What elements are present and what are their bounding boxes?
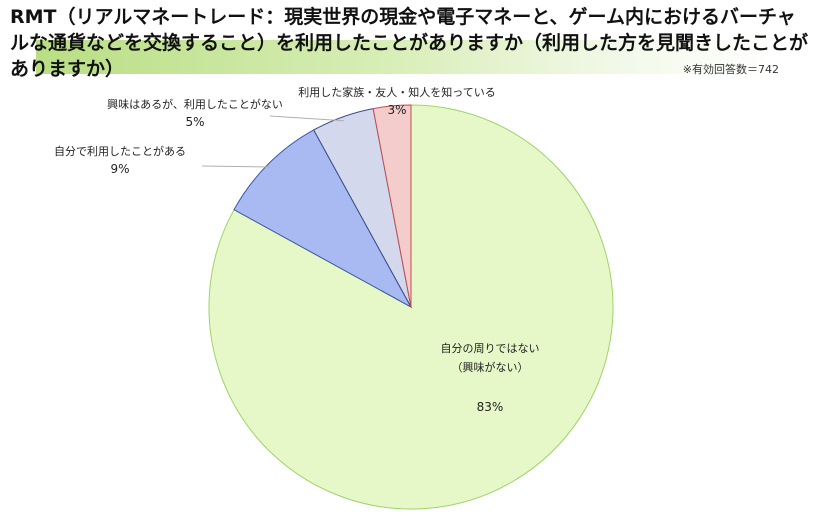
pie-slice-1 (233, 129, 413, 309)
slice-pct-label-1: 9% (110, 162, 129, 176)
chart-title: RMT（リアルマネートレード：現実世界の現金や電子マネーと、ゲーム内におけるバー… (10, 6, 809, 80)
slice-label-2-line-0: 興味はあるが、利用したことがない (107, 97, 283, 111)
slice-label-1-line-0: 自分で利用したことがある (54, 144, 186, 158)
leader-line-2 (269, 115, 344, 122)
slice-pct-label-2: 5% (185, 115, 204, 129)
slice-label-0-line-0: 自分の周りではない (441, 342, 540, 355)
slice-label-3-line-0: 利用した家族・友人・知人を知っている (298, 85, 495, 99)
slice-label-0-line-1: （興味がない） (452, 360, 529, 374)
respondents-note: ※有効回答数＝742 (682, 63, 779, 76)
title-band (36, 40, 776, 74)
pie-slice-3 (372, 104, 412, 308)
slice-pct-label-0: 83% (477, 400, 504, 414)
slice-pct-label-3: 3% (387, 103, 406, 117)
leader-line-1 (201, 165, 272, 168)
